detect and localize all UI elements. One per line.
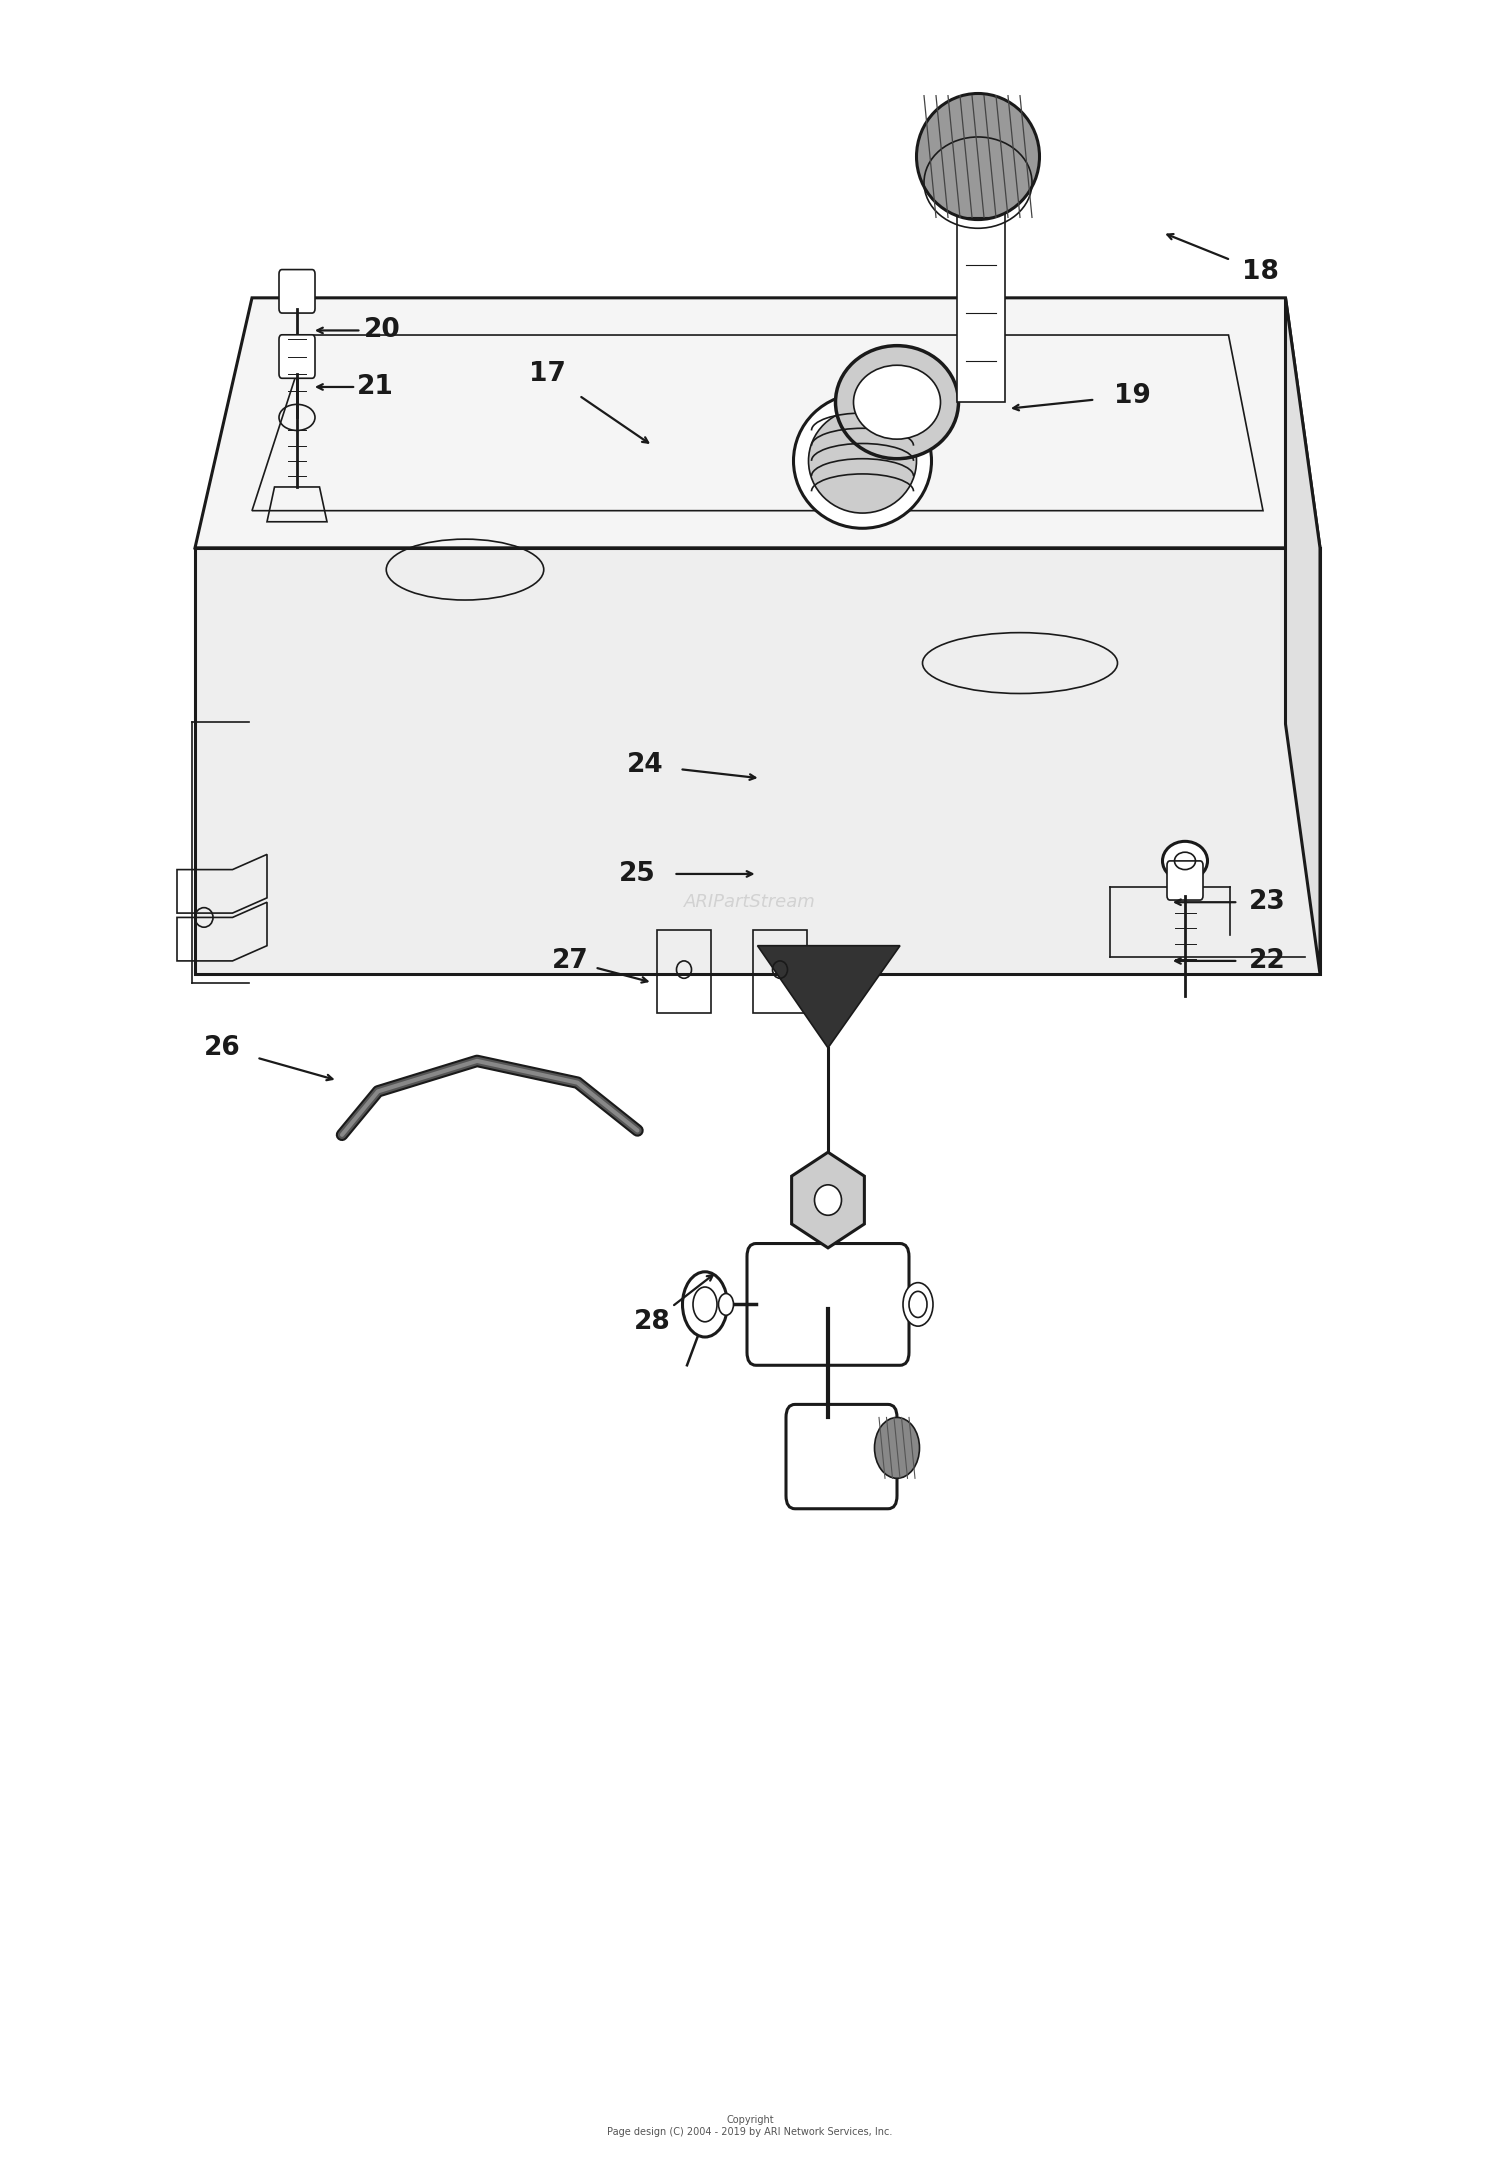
Polygon shape: [195, 298, 1320, 548]
Polygon shape: [758, 946, 900, 1048]
Text: 26: 26: [204, 1035, 240, 1061]
Text: 28: 28: [634, 1309, 670, 1335]
Text: 18: 18: [1242, 259, 1278, 285]
Ellipse shape: [916, 93, 1040, 220]
Text: 20: 20: [364, 317, 400, 343]
FancyBboxPatch shape: [786, 1404, 897, 1509]
Text: 19: 19: [1114, 383, 1150, 409]
Ellipse shape: [815, 1185, 842, 1215]
FancyBboxPatch shape: [1167, 861, 1203, 900]
Text: 27: 27: [552, 948, 588, 974]
Ellipse shape: [874, 1417, 920, 1478]
Text: Copyright
Page design (C) 2004 - 2019 by ARI Network Services, Inc.: Copyright Page design (C) 2004 - 2019 by…: [608, 2115, 892, 2137]
Ellipse shape: [836, 346, 958, 459]
Polygon shape: [1286, 298, 1320, 974]
FancyBboxPatch shape: [747, 1244, 909, 1365]
Ellipse shape: [1162, 841, 1208, 880]
Text: 21: 21: [357, 374, 393, 400]
Ellipse shape: [903, 1283, 933, 1326]
Ellipse shape: [808, 409, 916, 513]
Ellipse shape: [718, 1294, 734, 1315]
Text: 17: 17: [530, 361, 566, 387]
Ellipse shape: [853, 365, 940, 439]
FancyBboxPatch shape: [279, 270, 315, 313]
FancyBboxPatch shape: [279, 335, 315, 378]
Polygon shape: [792, 1152, 864, 1248]
Ellipse shape: [794, 393, 932, 528]
Polygon shape: [957, 185, 1005, 402]
Text: 24: 24: [627, 752, 663, 778]
Text: 22: 22: [1250, 948, 1286, 974]
Text: 25: 25: [620, 861, 656, 887]
Text: ARIPartStream: ARIPartStream: [684, 894, 816, 911]
Text: 23: 23: [1250, 889, 1286, 915]
Polygon shape: [195, 548, 1320, 974]
